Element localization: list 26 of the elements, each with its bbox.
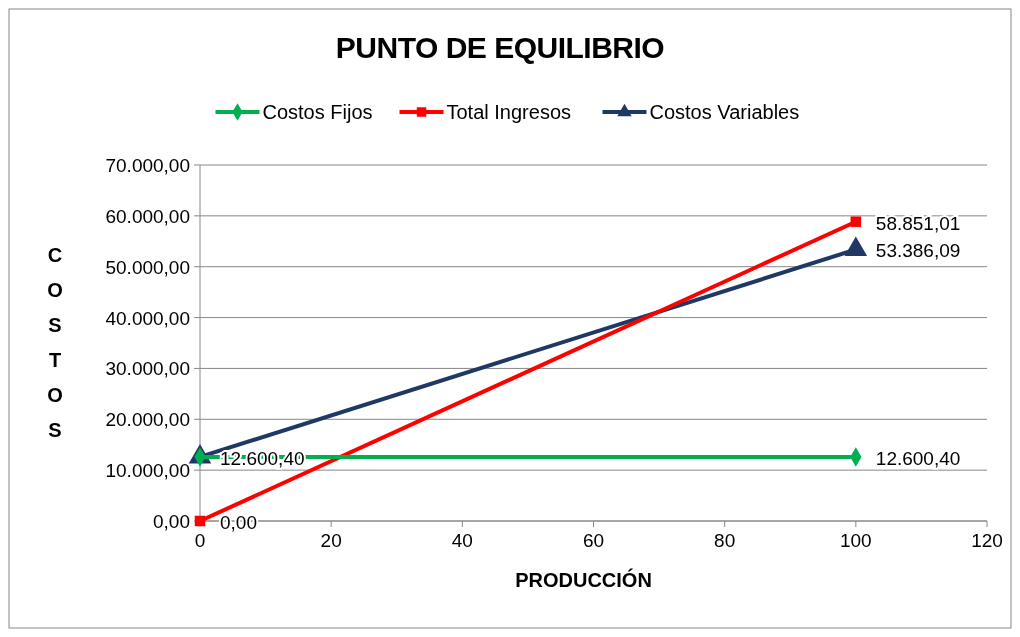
- point: [850, 216, 862, 227]
- legend-label: Costos Fijos: [262, 101, 373, 123]
- x-tick-label: 60: [582, 530, 605, 551]
- y-tick-label: 70.000,00: [105, 155, 190, 176]
- y-tick-label: 40.000,00: [105, 307, 190, 329]
- x-tick-label: 100: [839, 530, 872, 551]
- y-tick-label: 60.000,00: [105, 205, 190, 227]
- x-tick-label: 20: [320, 530, 342, 551]
- legend-label: Costos Variables: [649, 101, 800, 123]
- x-tick-label: 80: [714, 530, 736, 551]
- y-tick-label: 30.000,00: [105, 358, 190, 380]
- legend-label: Total Ingresos: [446, 101, 572, 123]
- x-tick-label: 120: [971, 530, 1003, 551]
- x-axis-title: PRODUCCIÓN: [515, 568, 652, 591]
- data-label: 12.600,40: [875, 447, 961, 469]
- y-axis-title: COSTOS: [47, 244, 63, 441]
- y-tick-label: 50.000,00: [105, 256, 190, 278]
- y-tick-label: 0,00: [153, 511, 190, 532]
- y-tick-label: 20.000,00: [105, 409, 190, 431]
- x-tick-label: 0: [194, 530, 206, 551]
- data-label: 53.386,09: [875, 240, 961, 262]
- data-label: 58.851,01: [875, 212, 961, 234]
- chart-title: PUNTO DE EQUILIBRIO: [335, 31, 665, 64]
- y-tick-label: 10.000,00: [105, 460, 190, 482]
- x-tick-label: 40: [451, 530, 473, 551]
- data-label: 0,00: [220, 512, 257, 533]
